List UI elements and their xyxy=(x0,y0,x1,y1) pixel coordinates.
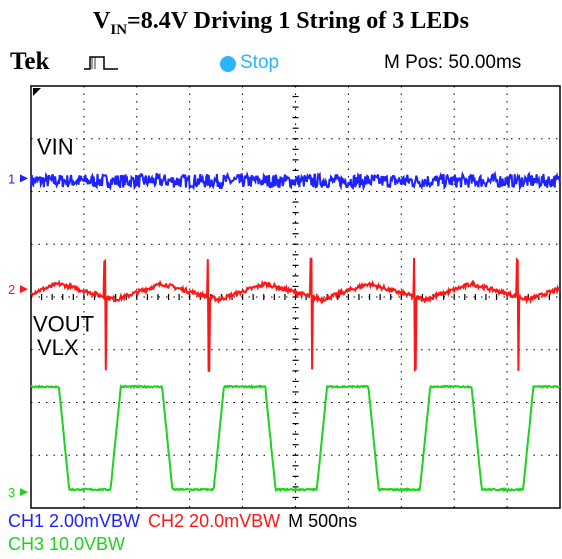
title-subscript: IN xyxy=(110,21,128,38)
brand-logo: Tek xyxy=(10,48,50,75)
title-rest: =8.4V Driving 1 String of 3 LEDs xyxy=(127,8,469,34)
run-state-icon xyxy=(220,56,236,72)
channel-marker-arrow xyxy=(20,174,28,183)
channel-marker-arrow xyxy=(20,488,28,497)
channel-marker-1: 1 xyxy=(8,171,15,186)
trace-vlx xyxy=(30,384,561,493)
trigger-position-icon xyxy=(33,88,41,96)
readout-ch2: CH2 20.0mVBW xyxy=(148,511,281,531)
readout-ch3: CH3 10.0VBW xyxy=(8,534,126,554)
label-vout: VOUT xyxy=(33,311,94,336)
label-vin: VIN xyxy=(37,135,74,160)
trace-vout xyxy=(30,257,561,373)
readout-row-2: CH3 10.0VBW xyxy=(8,534,560,557)
channel-marker-3: 3 xyxy=(8,485,15,500)
channel-marker-arrow xyxy=(20,285,28,294)
pulse-trigger-icon xyxy=(84,56,118,70)
run-state-label: Stop xyxy=(240,52,280,73)
label-vlx: VLX xyxy=(37,335,79,360)
readout-m: M 500ns xyxy=(288,511,358,531)
trace-vin xyxy=(30,170,561,192)
chart-title: VIN=8.4V Driving 1 String of 3 LEDs xyxy=(0,8,562,39)
horizontal-position: M Pos: 50.00ms xyxy=(384,52,522,73)
title-prefix: V xyxy=(93,8,111,34)
channel-readout: CH1 2.00mVBW CH2 20.0mVBW M 500ns CH3 10.0… xyxy=(8,511,560,557)
readout-ch1: CH1 2.00mVBW xyxy=(8,511,141,531)
traces: 1 2 3 xyxy=(8,170,561,500)
channel-marker-2: 2 xyxy=(8,282,15,297)
readout-row-1: CH1 2.00mVBW CH2 20.0mVBW M 500ns xyxy=(8,511,560,534)
scope-status-bar: Tek Stop M Pos: 50.00ms xyxy=(0,46,562,82)
